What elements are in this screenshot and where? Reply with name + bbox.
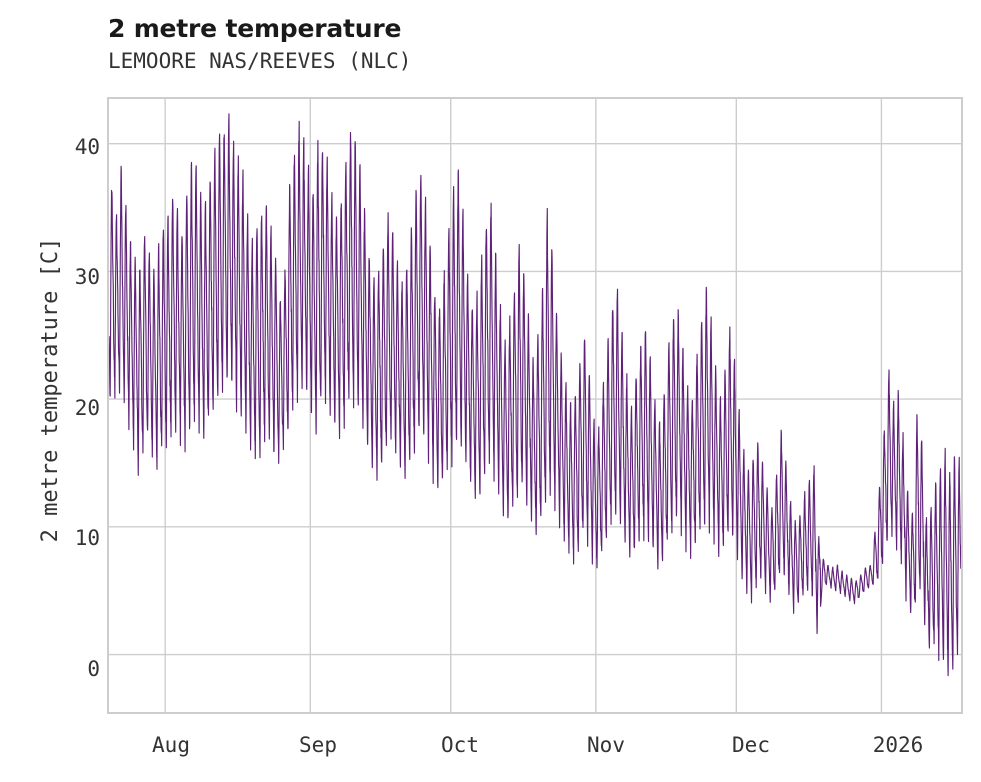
y-tick-0: 0 xyxy=(87,657,100,681)
y-tick-20: 20 xyxy=(74,396,100,420)
chart-subtitle: LEMOORE NAS/REEVES (NLC) xyxy=(108,49,412,73)
x-tick-dec: Dec xyxy=(732,733,770,757)
x-tick-2026: 2026 xyxy=(872,733,924,757)
x-tick-sep: Sep xyxy=(299,733,337,757)
y-tick-10: 10 xyxy=(74,526,100,550)
x-tick-aug: Aug xyxy=(152,733,190,757)
page-title: 2 metre temperature xyxy=(108,14,402,43)
y-tick-40: 40 xyxy=(74,135,100,159)
x-tick-oct: Oct xyxy=(441,733,479,757)
temperature-time-series-svg xyxy=(109,99,961,712)
y-tick-labels: 0 10 20 30 40 xyxy=(20,97,100,714)
temperature-series-line xyxy=(109,113,961,677)
y-tick-30: 30 xyxy=(74,265,100,289)
title-block: 2 metre temperature LEMOORE NAS/REEVES (… xyxy=(108,14,928,75)
x-tick-nov: Nov xyxy=(587,733,625,757)
plot-area xyxy=(107,97,963,714)
x-tick-labels: Aug Sep Oct Nov Dec 2026 xyxy=(0,733,981,763)
